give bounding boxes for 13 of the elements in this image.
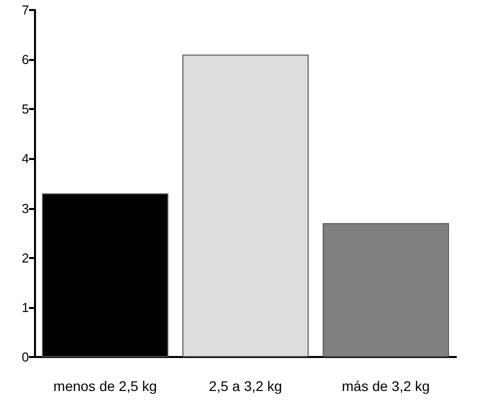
- x-tick-label: 2,5 a 3,2 kg: [208, 378, 282, 394]
- x-tick-label: más de 3,2 kg: [342, 378, 430, 394]
- x-tick-label: menos de 2,5 kg: [53, 378, 157, 394]
- y-tick-label: 1: [22, 300, 29, 315]
- y-tick-label: 2: [22, 250, 29, 266]
- bar: [182, 54, 309, 357]
- bar: [322, 223, 449, 357]
- y-tick-label: 3: [22, 200, 29, 216]
- y-tick-label: 7: [22, 2, 29, 18]
- y-tick-label: 0: [22, 350, 29, 364]
- y-tick-label: 5: [22, 102, 29, 117]
- y-tick-label: 6: [22, 52, 29, 68]
- y-tick-label: 4: [22, 151, 29, 166]
